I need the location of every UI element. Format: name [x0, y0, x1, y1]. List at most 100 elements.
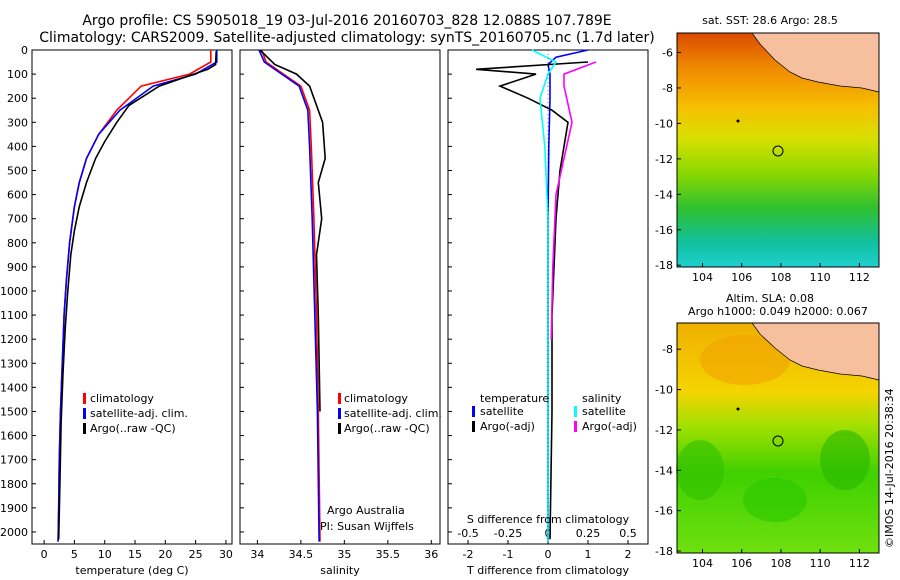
x-tick-label: -0.25: [494, 527, 522, 540]
header-line2: Climatology: CARS2009. Satellite-adjuste…: [39, 30, 654, 46]
series-line-satellite-adj-clim-: [57, 50, 218, 542]
series-line-argo-adj-: [550, 61, 597, 340]
map-y-tick-label: -12: [655, 424, 673, 437]
map-y-tick-label: -18: [655, 259, 673, 272]
x-tick-label: 0.25: [576, 527, 601, 540]
map-x-tick-label: 106: [731, 557, 752, 570]
series-line-climatology: [260, 49, 321, 542]
x-tick-label: 2: [625, 548, 632, 561]
map-x-tick-label: 104: [692, 557, 713, 570]
series-line-satellite-adj-clim-: [258, 49, 320, 542]
island-marker: [736, 407, 740, 411]
depth-tick-label: 1600: [0, 430, 28, 443]
x-tick-label: 10: [98, 548, 112, 561]
legend-swatch-satellite: [338, 408, 341, 419]
salinity-panel-frame: [239, 49, 441, 545]
x-tick-label: 0: [545, 548, 552, 561]
x-tick-label: 25: [189, 548, 203, 561]
legend-satellite: satellite-adj. clim.: [90, 407, 188, 420]
depth-tick-label: 500: [7, 164, 28, 177]
depth-tick-label: 700: [7, 213, 28, 226]
legend-swatch-climatology: [338, 393, 341, 404]
sst-map-axes: 104 106 108 110 112 -6 -8 -10 -12 -14 -16 -18: [655, 47, 870, 285]
difference-xlabel: T difference from climatology: [466, 564, 629, 577]
legend-satellite: satellite-adj. clim.: [344, 407, 442, 420]
legend-argo: Argo(..raw -QC): [344, 422, 430, 435]
legend-swatch-satellite: [83, 408, 86, 419]
map-y-tick-label: -16: [655, 224, 673, 237]
depth-tick-label: 1200: [0, 333, 28, 346]
depth-tick-label: 300: [7, 116, 28, 129]
x-tick-label: -2: [463, 548, 474, 561]
depth-tick-label: 1000: [0, 285, 28, 298]
legend-temperature-head: temperature: [480, 392, 549, 405]
legend-swatch-sal-satellite: [574, 406, 577, 417]
legend-argo: Argo(..raw -QC): [90, 422, 176, 435]
legend-climatology: climatology: [344, 392, 408, 405]
sla-blob: [700, 335, 790, 385]
depth-tick-label: 0: [21, 44, 28, 57]
depth-tick-label: 900: [7, 261, 28, 274]
legend-sal-satellite: satellite: [582, 405, 626, 418]
temperature-profiles: [57, 50, 218, 542]
sla-map-title1: Altim. SLA: 0.08: [726, 292, 814, 305]
depth-axis: 0 100 200 300 400 500 600 700 800 900 1000 1100 1200…: [0, 44, 452, 539]
legend-swatch-temp-argo: [472, 421, 475, 432]
sst-map-frame: [676, 32, 880, 268]
difference-x-axis: -2 -1 0 1 2-0.5 -0.25 0 0.25 0.5: [457, 527, 636, 561]
sla-blob: [820, 430, 870, 490]
legend-temp-satellite: satellite: [480, 405, 524, 418]
legend-swatch-argo: [83, 423, 86, 434]
salinity-x-axis: 34 34.5 35 35.5 36: [250, 540, 438, 561]
map-y-tick-label: -6: [662, 47, 673, 60]
x-tick-label: 0: [41, 548, 48, 561]
difference-profiles: [475, 49, 597, 544]
map-x-tick-label: 112: [849, 271, 870, 284]
depth-tick-label: 1100: [0, 309, 28, 322]
series-line-satellite: [531, 49, 558, 542]
map-x-tick-label: 110: [810, 557, 831, 570]
depth-tick-label: 1400: [0, 381, 28, 394]
x-tick-label: -1: [503, 548, 514, 561]
map-y-tick-label: -12: [655, 153, 673, 166]
depth-tick-label: 1500: [0, 405, 28, 418]
map-x-tick-label: 106: [731, 271, 752, 284]
x-tick-label: 20: [158, 548, 172, 561]
x-tick-label: 35.5: [376, 548, 401, 561]
salinity-xlabel: salinity: [320, 564, 360, 577]
map-y-tick-label: -8: [662, 82, 673, 95]
argo-australia-note: Argo Australia: [327, 504, 405, 517]
map-y-tick-label: -8: [662, 343, 673, 356]
map-y-tick-label: -18: [655, 545, 673, 558]
depth-tick-label: 1300: [0, 357, 28, 370]
x-tick-label: 1: [585, 548, 592, 561]
sla-blob: [743, 478, 807, 522]
map-x-tick-label: 108: [770, 271, 791, 284]
pi-note: PI: Susan Wijffels: [320, 520, 414, 533]
x-tick-label: 5: [71, 548, 78, 561]
temperature-x-axis: 0 5 10 15 20 25 30: [41, 540, 233, 561]
x-tick-label: 36: [424, 548, 438, 561]
temperature-legend: climatology satellite-adj. clim. Argo(..…: [83, 392, 188, 435]
legend-climatology: climatology: [90, 392, 154, 405]
sst-map: [676, 32, 880, 268]
depth-tick-label: 600: [7, 189, 28, 202]
map-x-tick-label: 112: [849, 557, 870, 570]
depth-tick-label: 800: [7, 237, 28, 250]
depth-tick-label: 1700: [0, 454, 28, 467]
legend-sal-argo: Argo(-adj): [582, 420, 637, 433]
legend-swatch-sal-argo: [574, 421, 577, 432]
credit-text: ©IMOS 14-Jul-2016 20:38:34: [883, 388, 896, 548]
legend-swatch-argo: [338, 423, 341, 434]
legend-swatch-temp-satellite: [472, 406, 475, 417]
salinity-legend: climatology satellite-adj. clim. Argo(..…: [320, 392, 442, 533]
series-line-argo-raw-qc-: [259, 49, 327, 412]
map-y-tick-label: -14: [655, 464, 673, 477]
map-y-tick-label: -10: [655, 384, 673, 397]
legend-salinity-head: salinity: [582, 392, 622, 405]
depth-tick-label: 400: [7, 140, 28, 153]
x-tick-label: 34: [250, 548, 264, 561]
map-x-tick-label: 104: [692, 271, 713, 284]
series-line-climatology: [57, 50, 212, 542]
